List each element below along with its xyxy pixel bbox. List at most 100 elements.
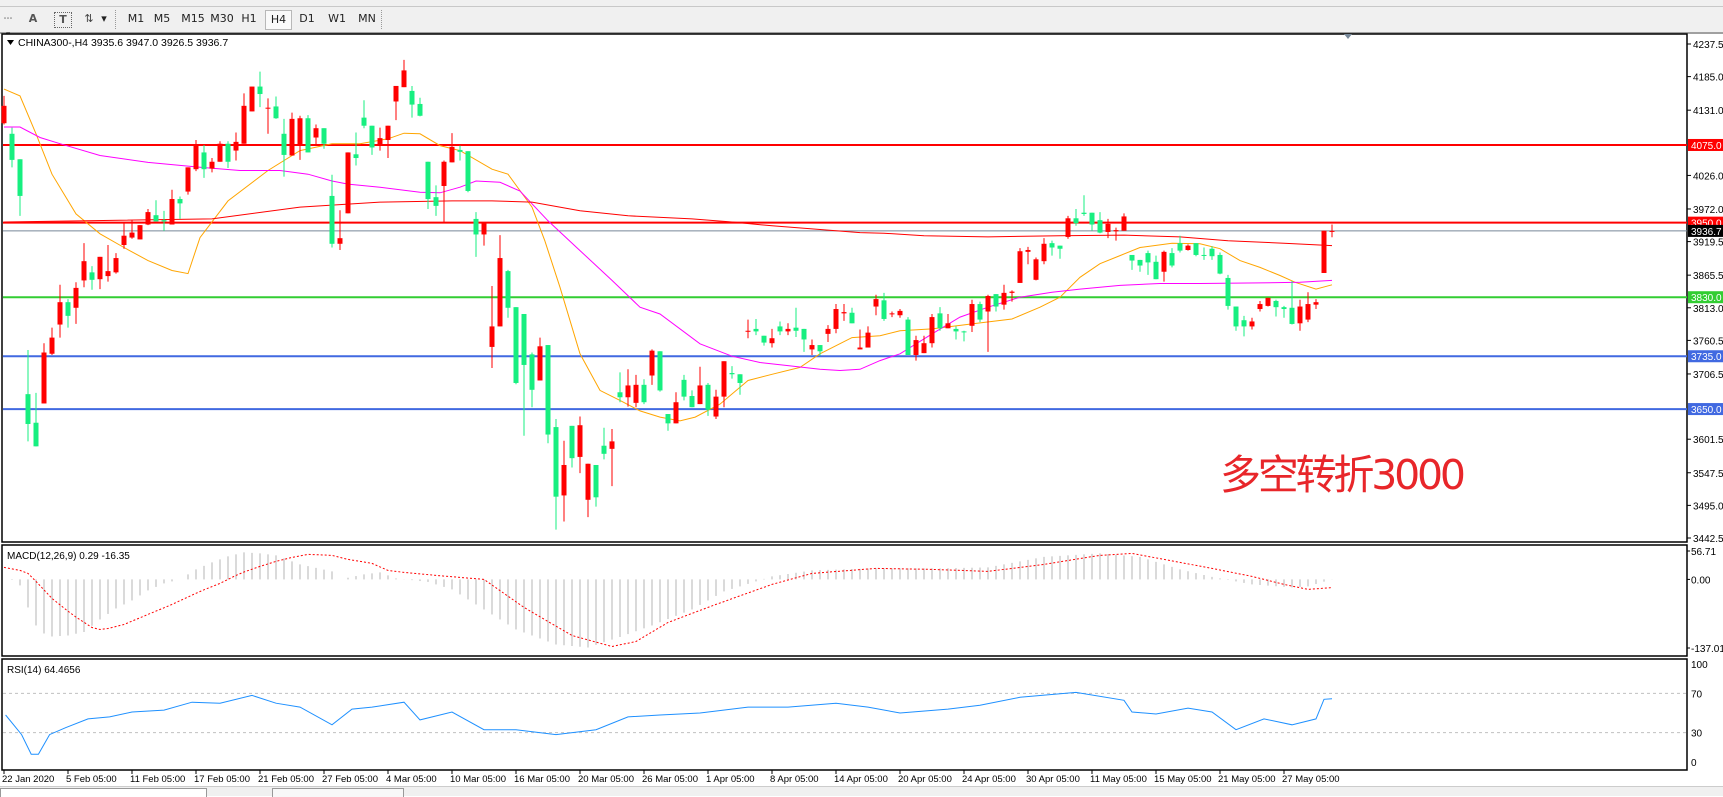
timeframe-h1[interactable]: H1 <box>241 12 257 25</box>
time-tick-label: 16 Mar 05:00 <box>514 774 570 785</box>
candle-body <box>633 384 639 403</box>
symbol-menu-triangle-icon[interactable] <box>7 40 14 45</box>
candle-body <box>545 345 551 435</box>
candle <box>721 361 727 408</box>
candle-body <box>33 422 39 447</box>
candle-body <box>897 310 903 316</box>
timeframe-m5[interactable]: M5 <box>153 12 171 25</box>
candle <box>1289 281 1295 325</box>
text-a-icon[interactable]: A <box>28 12 38 25</box>
time-tick-label: 15 May 05:00 <box>1154 774 1212 785</box>
candle-body <box>409 90 415 105</box>
candle <box>233 132 239 161</box>
macd-tick-label: 56.71 <box>1691 547 1716 558</box>
candle <box>609 428 615 487</box>
candle-body <box>945 323 951 329</box>
candle-body <box>697 385 703 405</box>
timeframe-m15[interactable]: M15 <box>181 12 205 25</box>
candle-body <box>553 427 559 497</box>
candle-body <box>1017 251 1023 283</box>
candle <box>409 85 415 118</box>
time-tick-label: 21 Feb 05:00 <box>258 774 314 785</box>
candle-body <box>961 331 967 333</box>
candle <box>1081 195 1087 216</box>
candle-body <box>1041 243 1047 262</box>
candle-body <box>985 295 991 312</box>
chart-tab[interactable] <box>272 788 404 797</box>
candle-body <box>657 351 663 391</box>
candle <box>553 419 559 530</box>
time-tick-label: 21 May 05:00 <box>1218 774 1276 785</box>
candle-body <box>1273 300 1279 308</box>
candle-body <box>849 312 855 324</box>
candle-body <box>17 159 23 196</box>
rsi-tick-label: 0 <box>1691 758 1697 769</box>
candle-body <box>873 299 879 307</box>
rsi-tick-label: 70 <box>1691 689 1703 700</box>
level-price-tag-bg <box>1688 350 1723 363</box>
toolbar-separator <box>115 10 117 29</box>
dropdown-icon[interactable]: ▾ <box>101 12 107 25</box>
macd-tick-label: 0.00 <box>1691 575 1711 586</box>
candle-body <box>177 199 183 204</box>
candle-body <box>953 328 959 332</box>
candle-body <box>1129 254 1135 261</box>
time-tick-label: 20 Apr 05:00 <box>898 774 952 785</box>
time-tick-label: 30 Apr 05:00 <box>1026 774 1080 785</box>
candle-body <box>921 343 927 354</box>
candle-body <box>57 302 63 325</box>
candle-body <box>201 152 207 170</box>
candle <box>1273 299 1279 317</box>
candle-body <box>1033 259 1039 280</box>
macd-panel[interactable] <box>1 544 1688 657</box>
candle <box>121 222 127 249</box>
timeframe-m1[interactable]: M1 <box>127 12 145 25</box>
current-price-tag: 3936.7 <box>1691 227 1722 238</box>
candle-body <box>481 222 487 235</box>
timeframe-mn[interactable]: MN <box>358 12 376 25</box>
rsi-label: RSI(14) 64.4656 <box>7 665 81 676</box>
candle-body <box>689 396 695 408</box>
candle-body <box>705 384 711 410</box>
main-price-panel[interactable] <box>1 33 1688 543</box>
chart-tab[interactable] <box>0 788 207 797</box>
timeframe-m30[interactable]: M30 <box>210 12 234 25</box>
candle-body <box>345 152 351 214</box>
time-tick-label: 22 Jan 2020 <box>2 774 54 785</box>
price-tick-label: 4237.5 <box>1693 40 1723 51</box>
candle <box>401 59 407 88</box>
text-label-icon[interactable]: T <box>54 12 72 28</box>
candle-body <box>769 338 775 344</box>
candle <box>1097 212 1103 234</box>
candle-body <box>729 373 735 375</box>
candle <box>17 159 23 216</box>
rsi-tick-label: 30 <box>1691 729 1703 740</box>
candle <box>129 220 135 239</box>
candle <box>1201 247 1207 260</box>
time-tick-label: 5 Feb 05:00 <box>66 774 117 785</box>
candle-body <box>217 143 223 162</box>
candle <box>1017 248 1023 283</box>
arrows-icon[interactable]: ⇅ <box>84 12 94 25</box>
candle <box>977 301 983 323</box>
timeframe-w1[interactable]: W1 <box>328 12 346 25</box>
candle <box>929 313 935 348</box>
candle <box>1265 297 1271 307</box>
candle-body <box>993 294 999 307</box>
candle <box>361 100 367 129</box>
timeframe-h4[interactable]: H4 <box>265 10 292 30</box>
candle-body <box>65 302 71 316</box>
candle <box>833 304 839 334</box>
price-tick-label: 3706.5 <box>1693 370 1723 381</box>
chart-toolbar: ⋯F A T ⇅ ▾ M1 M5 M15 M30 H1 H4 D1 W1 MN <box>0 7 1723 42</box>
candle <box>1049 240 1055 256</box>
candle-body <box>305 118 311 153</box>
timeframe-d1[interactable]: D1 <box>299 12 315 25</box>
rsi-panel[interactable] <box>1 658 1688 771</box>
candle <box>985 294 991 352</box>
candle <box>625 369 631 407</box>
chart-shift-marker-icon[interactable] <box>1344 34 1352 39</box>
candle <box>761 335 767 346</box>
candle <box>497 235 503 327</box>
